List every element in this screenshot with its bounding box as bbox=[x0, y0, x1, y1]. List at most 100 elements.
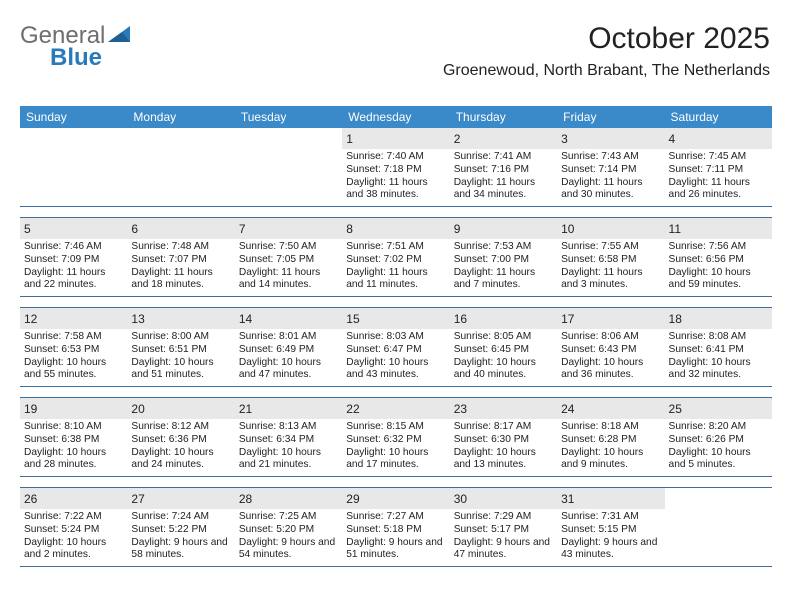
day-number-row: 23 bbox=[450, 398, 557, 419]
day-info: Sunrise: 7:24 AMSunset: 5:22 PMDaylight:… bbox=[131, 511, 230, 562]
sunrise-line: Sunrise: 7:40 AM bbox=[346, 151, 445, 164]
day-number: 5 bbox=[24, 222, 31, 236]
day-info: Sunrise: 7:27 AMSunset: 5:18 PMDaylight:… bbox=[346, 511, 445, 562]
daylight-line: Daylight: 9 hours and 51 minutes. bbox=[346, 537, 445, 563]
day-info: Sunrise: 7:31 AMSunset: 5:15 PMDaylight:… bbox=[561, 511, 660, 562]
week-row: 5Sunrise: 7:46 AMSunset: 7:09 PMDaylight… bbox=[20, 217, 772, 297]
day-number-row: 1 bbox=[342, 128, 449, 149]
day-number: 3 bbox=[561, 132, 568, 146]
day-number-row: 9 bbox=[450, 218, 557, 239]
sunset-line: Sunset: 7:05 PM bbox=[239, 254, 338, 267]
day-number: 10 bbox=[561, 222, 574, 236]
sunrise-line: Sunrise: 8:17 AM bbox=[454, 421, 553, 434]
day-cell: 28 Sunrise: 7:25 AMSunset: 5:20 PMDayligh… bbox=[235, 488, 342, 566]
day-cell: 4Sunrise: 7:45 AMSunset: 7:11 PMDaylight… bbox=[665, 128, 772, 206]
day-info: Sunrise: 7:25 AMSunset: 5:20 PMDaylight:… bbox=[239, 511, 338, 562]
sunset-line: Sunset: 7:02 PM bbox=[346, 254, 445, 267]
sunrise-line: Sunrise: 7:56 AM bbox=[669, 241, 768, 254]
sunrise-line: Sunrise: 7:46 AM bbox=[24, 241, 123, 254]
daylight-line: Daylight: 9 hours and 43 minutes. bbox=[561, 537, 660, 563]
sunset-line: Sunset: 5:17 PM bbox=[454, 524, 553, 537]
day-number: 25 bbox=[669, 402, 682, 416]
day-info: Sunrise: 7:43 AMSunset: 7:14 PMDaylight:… bbox=[561, 151, 660, 202]
sunset-line: Sunset: 5:22 PM bbox=[131, 524, 230, 537]
day-info: Sunrise: 7:50 AMSunset: 7:05 PMDaylight:… bbox=[239, 241, 338, 292]
day-number: 12 bbox=[24, 312, 37, 326]
sunset-line: Sunset: 6:38 PM bbox=[24, 434, 123, 447]
page-subtitle: Groenewoud, North Brabant, The Netherlan… bbox=[443, 62, 770, 80]
daylight-line: Daylight: 11 hours and 34 minutes. bbox=[454, 177, 553, 203]
day-number-row: 7 bbox=[235, 218, 342, 239]
day-cell bbox=[235, 128, 342, 206]
day-number: 11 bbox=[669, 222, 681, 236]
sunset-line: Sunset: 6:43 PM bbox=[561, 344, 660, 357]
day-number: 6 bbox=[131, 222, 138, 236]
daylight-line: Daylight: 11 hours and 14 minutes. bbox=[239, 267, 338, 293]
day-info: Sunrise: 8:17 AMSunset: 6:30 PMDaylight:… bbox=[454, 421, 553, 472]
sunset-line: Sunset: 6:58 PM bbox=[561, 254, 660, 267]
day-cell: 22Sunrise: 8:15 AMSunset: 6:32 PMDayligh… bbox=[342, 398, 449, 476]
day-cell: 20Sunrise: 8:12 AMSunset: 6:36 PMDayligh… bbox=[127, 398, 234, 476]
logo: General Blue bbox=[20, 22, 130, 50]
sunset-line: Sunset: 6:32 PM bbox=[346, 434, 445, 447]
sunrise-line: Sunrise: 7:43 AM bbox=[561, 151, 660, 164]
daylight-line: Daylight: 10 hours and 5 minutes. bbox=[669, 447, 768, 473]
day-number-row: 6 bbox=[127, 218, 234, 239]
day-cell: 12Sunrise: 7:58 AMSunset: 6:53 PMDayligh… bbox=[20, 308, 127, 386]
day-info: Sunrise: 7:48 AMSunset: 7:07 PMDaylight:… bbox=[131, 241, 230, 292]
weekday-header-row: SundayMondayTuesdayWednesdayThursdayFrid… bbox=[20, 106, 772, 128]
day-info: Sunrise: 8:10 AMSunset: 6:38 PMDaylight:… bbox=[24, 421, 123, 472]
sunrise-line: Sunrise: 8:08 AM bbox=[669, 331, 768, 344]
sunrise-line: Sunrise: 8:18 AM bbox=[561, 421, 660, 434]
daylight-line: Daylight: 10 hours and 55 minutes. bbox=[24, 357, 123, 383]
day-number-row: 19 bbox=[20, 398, 127, 419]
daylight-line: Daylight: 9 hours and 58 minutes. bbox=[131, 537, 230, 563]
day-number: 24 bbox=[561, 402, 574, 416]
day-info: Sunrise: 8:01 AMSunset: 6:49 PMDaylight:… bbox=[239, 331, 338, 382]
daylight-line: Daylight: 11 hours and 26 minutes. bbox=[669, 177, 768, 203]
weekday-header: Sunday bbox=[20, 110, 127, 124]
sunrise-line: Sunrise: 7:53 AM bbox=[454, 241, 553, 254]
weekday-header: Wednesday bbox=[342, 110, 449, 124]
week-row: 1Sunrise: 7:40 AMSunset: 7:18 PMDaylight… bbox=[20, 128, 772, 207]
day-number: 23 bbox=[454, 402, 467, 416]
day-number-row: 5 bbox=[20, 218, 127, 239]
day-number-row: 18 bbox=[665, 308, 772, 329]
sunset-line: Sunset: 7:00 PM bbox=[454, 254, 553, 267]
day-number: 2 bbox=[454, 132, 461, 146]
day-number-row: 29 bbox=[342, 488, 449, 509]
sunrise-line: Sunrise: 7:29 AM bbox=[454, 511, 553, 524]
day-number-row: 31 bbox=[557, 488, 664, 509]
daylight-line: Daylight: 10 hours and 2 minutes. bbox=[24, 537, 123, 563]
day-cell: 2Sunrise: 7:41 AMSunset: 7:16 PMDaylight… bbox=[450, 128, 557, 206]
day-number: 8 bbox=[346, 222, 353, 236]
day-number-row: 24 bbox=[557, 398, 664, 419]
day-info: Sunrise: 7:29 AMSunset: 5:17 PMDaylight:… bbox=[454, 511, 553, 562]
sunset-line: Sunset: 6:28 PM bbox=[561, 434, 660, 447]
day-number-row: 28 bbox=[235, 488, 342, 509]
sunrise-line: Sunrise: 7:27 AM bbox=[346, 511, 445, 524]
day-number: 13 bbox=[131, 312, 144, 326]
weekday-header: Friday bbox=[557, 110, 664, 124]
daylight-line: Daylight: 11 hours and 11 minutes. bbox=[346, 267, 445, 293]
day-number: 29 bbox=[346, 492, 359, 506]
sunrise-line: Sunrise: 8:01 AM bbox=[239, 331, 338, 344]
sunset-line: Sunset: 6:30 PM bbox=[454, 434, 553, 447]
day-cell: 9Sunrise: 7:53 AMSunset: 7:00 PMDaylight… bbox=[450, 218, 557, 296]
week-row: 12Sunrise: 7:58 AMSunset: 6:53 PMDayligh… bbox=[20, 307, 772, 387]
weekday-header: Thursday bbox=[450, 110, 557, 124]
day-number: 17 bbox=[561, 312, 574, 326]
sunrise-line: Sunrise: 8:15 AM bbox=[346, 421, 445, 434]
day-cell: 14Sunrise: 8:01 AMSunset: 6:49 PMDayligh… bbox=[235, 308, 342, 386]
day-number: 9 bbox=[454, 222, 461, 236]
day-number-row: 8 bbox=[342, 218, 449, 239]
daylight-line: Daylight: 10 hours and 13 minutes. bbox=[454, 447, 553, 473]
sunrise-line: Sunrise: 7:22 AM bbox=[24, 511, 123, 524]
day-number: 21 bbox=[239, 402, 252, 416]
day-cell: 27Sunrise: 7:24 AMSunset: 5:22 PMDayligh… bbox=[127, 488, 234, 566]
day-cell: 7Sunrise: 7:50 AMSunset: 7:05 PMDaylight… bbox=[235, 218, 342, 296]
sunrise-line: Sunrise: 8:05 AM bbox=[454, 331, 553, 344]
day-cell bbox=[20, 128, 127, 206]
day-cell: 3 Sunrise: 7:43 AMSunset: 7:14 PMDaylight… bbox=[557, 128, 664, 206]
day-number: 28 bbox=[239, 492, 252, 506]
